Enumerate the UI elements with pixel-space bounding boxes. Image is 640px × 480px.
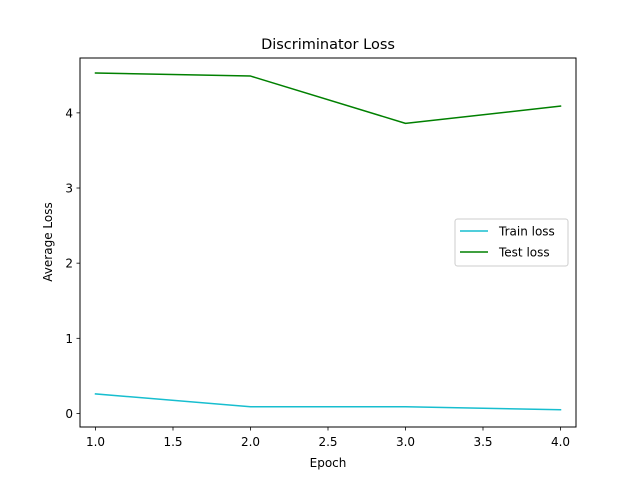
y-axis: 0 1 2 3 4 bbox=[65, 106, 80, 421]
x-tick-label: 2.5 bbox=[318, 435, 337, 449]
series-line-test-loss bbox=[94, 72, 562, 125]
legend: Train loss Test loss bbox=[454, 218, 569, 267]
x-tick-label: 3.5 bbox=[473, 435, 492, 449]
plot-area bbox=[94, 72, 562, 411]
legend-label-test-loss: Test loss bbox=[498, 246, 550, 260]
y-tick-label: 4 bbox=[65, 106, 73, 120]
x-axis-label: Epoch bbox=[310, 456, 347, 470]
x-tick-label: 1.0 bbox=[86, 435, 105, 449]
x-axis: 1.0 1.5 2.0 2.5 3.0 3.5 4.0 bbox=[86, 427, 570, 449]
y-tick-label: 3 bbox=[65, 182, 73, 196]
y-tick-label: 1 bbox=[65, 332, 73, 346]
y-tick-label: 2 bbox=[65, 257, 73, 271]
x-tick-label: 3.0 bbox=[396, 435, 415, 449]
x-tick-label: 2.0 bbox=[241, 435, 260, 449]
y-axis-label: Average Loss bbox=[41, 202, 55, 281]
series-line-train-loss bbox=[94, 393, 562, 411]
y-tick-label: 0 bbox=[65, 407, 73, 421]
chart-title: Discriminator Loss bbox=[261, 37, 395, 53]
x-tick-label: 1.5 bbox=[163, 435, 182, 449]
legend-label-train-loss: Train loss bbox=[498, 225, 555, 239]
x-tick-label: 4.0 bbox=[551, 435, 570, 449]
